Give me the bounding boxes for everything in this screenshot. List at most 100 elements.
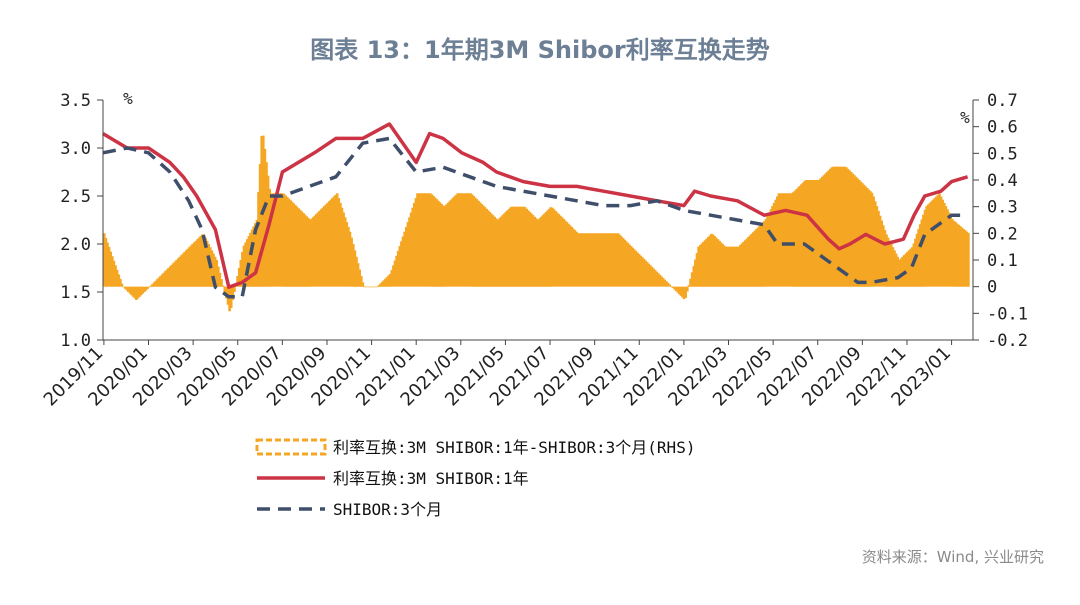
spread-bar [936,194,940,287]
spread-bar [324,204,328,287]
spread-bar [286,197,289,287]
spread-bar [822,175,826,287]
spread-bar [827,170,830,287]
spread-bar [446,202,450,287]
series-lines [102,122,969,299]
spread-bar [427,193,430,287]
spread-bar [880,220,883,287]
spread-bar [920,219,924,287]
spread-bar [237,268,241,287]
spread-bar [788,193,792,287]
spread-bar [152,282,156,287]
spread-bar [287,198,291,287]
spread-bar [115,269,119,287]
spread-bar [944,206,948,287]
y-left-tick-label: 1.0 [60,331,91,351]
spread-bar [458,193,461,287]
spread-bar [949,215,952,287]
spread-bar [923,209,927,287]
spread-bar [909,248,912,287]
spread-bar [930,201,933,287]
spread-bar [416,193,419,287]
spread-bar [729,246,732,287]
spread-bar [254,223,257,287]
spread-bar [840,166,843,287]
spread-bar [922,214,925,287]
spread-bar [761,222,765,287]
y-left-unit: % [123,89,133,108]
spread-bar [103,233,106,287]
spread-bar [297,208,300,287]
spread-bar [252,226,255,287]
spread-bar [347,226,350,287]
spread-bar [527,210,530,287]
spread-bar [437,200,440,287]
spread-bar [607,233,610,287]
spread-bar [636,252,639,287]
spread-bar [560,217,564,287]
spread-bar [499,216,503,287]
spread-bar [628,244,631,287]
spread-bar [967,232,970,287]
spread-bar [342,212,345,287]
spread-bar [538,218,541,287]
spread-bar [411,207,414,287]
spread-bar [649,265,652,287]
spread-bar [403,231,406,287]
spread-bar [160,274,164,287]
spread-bar [112,260,116,287]
spread-bar [928,202,932,287]
spread-bar [194,240,198,287]
spread-bar [247,236,251,287]
spread-bar [387,275,390,287]
spread-bar [326,202,329,287]
spread-bar [637,254,641,287]
spread-bar [483,207,487,287]
spread-bar [578,233,581,287]
spread-bar [340,207,344,287]
spread-bar [710,233,713,287]
spread-bar [199,236,202,287]
spread-bar [151,284,154,287]
spread-bar [453,196,456,287]
shibor-3m-line [102,136,968,299]
spread-bar [278,193,281,287]
spread-bar [935,196,938,287]
spread-bar [384,278,387,287]
spread-bar [660,276,663,287]
spread-bar [501,215,504,287]
y-right-tick-label: 0.2 [987,224,1018,244]
spread-bar [217,266,220,287]
y-right-tick-label: -0.1 [987,304,1028,324]
spread-bar [448,201,451,287]
spread-bar [597,233,601,287]
spread-bar [485,208,488,287]
spread-bar [795,189,798,287]
spread-bar [780,193,784,287]
spread-bar [867,189,871,287]
spread-bar [615,233,618,287]
spread-bar [886,237,890,287]
spread-bar [374,286,377,288]
spread-bar [914,238,917,287]
spread-bar [220,279,223,287]
spread-bar [360,276,363,287]
spread-bar [652,268,655,287]
spread-bar [170,264,174,287]
spread-bar [385,277,389,287]
spread-bar [708,235,712,287]
spread-bar [957,224,961,287]
spread-bar [233,286,236,292]
spread-bar [554,210,557,287]
spread-bar [951,218,954,287]
spread-bar [332,196,336,287]
spread-bar [612,233,615,287]
spread-bar [939,196,943,287]
spread-bar [933,198,936,287]
spread-bar [726,246,729,287]
spread-bar [938,193,941,287]
spread-bar [300,211,304,287]
spread-bar [613,233,617,287]
spread-bar [686,286,689,292]
